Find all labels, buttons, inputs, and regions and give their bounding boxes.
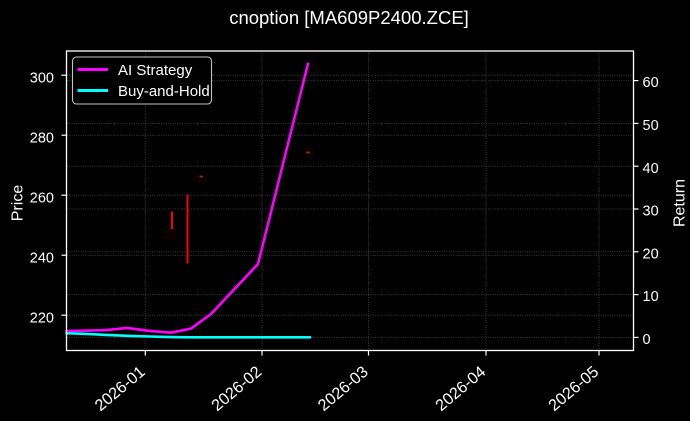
svg-text:Price: Price <box>9 185 26 222</box>
svg-text:AI Strategy: AI Strategy <box>118 62 193 79</box>
svg-text:50: 50 <box>643 118 659 134</box>
svg-text:260: 260 <box>30 191 54 207</box>
svg-text:Return: Return <box>671 179 688 227</box>
svg-text:10: 10 <box>643 289 659 305</box>
svg-text:0: 0 <box>643 332 651 348</box>
svg-text:220: 220 <box>30 311 54 327</box>
svg-text:20: 20 <box>643 246 659 262</box>
svg-text:60: 60 <box>643 75 659 91</box>
svg-text:30: 30 <box>643 204 659 220</box>
svg-text:40: 40 <box>643 161 659 177</box>
svg-text:300: 300 <box>30 71 54 87</box>
svg-text:240: 240 <box>30 251 54 267</box>
svg-text:cnoption [MA609P2400.ZCE]: cnoption [MA609P2400.ZCE] <box>229 7 469 28</box>
svg-text:Buy-and-Hold: Buy-and-Hold <box>118 83 210 100</box>
svg-text:280: 280 <box>30 131 54 147</box>
